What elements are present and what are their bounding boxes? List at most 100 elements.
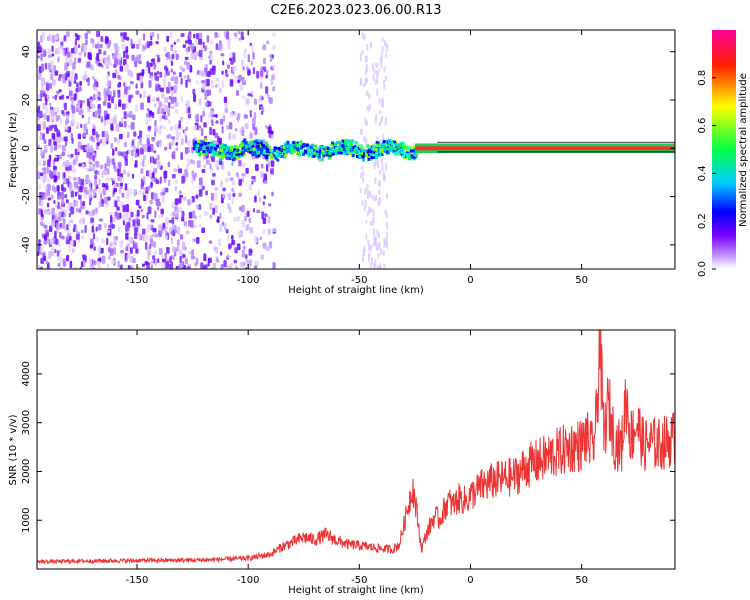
heatmap-cell bbox=[124, 86, 129, 95]
heatmap-cell bbox=[362, 149, 366, 153]
heatmap-cell bbox=[101, 64, 104, 68]
heatmap-cell bbox=[159, 125, 163, 129]
heatmap-cell bbox=[114, 200, 118, 208]
heatmap-cell bbox=[48, 154, 52, 162]
heatmap-cell bbox=[205, 146, 209, 150]
heatmap-cell bbox=[191, 177, 194, 185]
heatmap-cell bbox=[332, 149, 336, 153]
heatmap-cell bbox=[168, 102, 171, 109]
heatmap-cell bbox=[412, 145, 416, 149]
heatmap-cell bbox=[178, 197, 182, 204]
heatmap-cell bbox=[180, 32, 185, 37]
heatmap-cell bbox=[389, 145, 393, 149]
heatmap-cell bbox=[292, 141, 296, 145]
heatmap-cell bbox=[146, 41, 151, 48]
heatmap-cell bbox=[345, 147, 349, 151]
heatmap-cell bbox=[383, 144, 387, 148]
heatmap-cell bbox=[245, 225, 248, 231]
heatmap-cell bbox=[146, 61, 149, 68]
heatmap-cell bbox=[384, 139, 388, 143]
heatmap-cell bbox=[113, 57, 118, 65]
heatmap-cell bbox=[179, 194, 183, 198]
heatmap-cell bbox=[104, 95, 108, 102]
heatmap-cell bbox=[334, 148, 338, 152]
heatmap-cell bbox=[263, 180, 268, 184]
heatmap-cell bbox=[221, 198, 224, 204]
heatmap-cell bbox=[228, 122, 233, 130]
heatmap-cell bbox=[40, 90, 44, 98]
heatmap-cell bbox=[220, 264, 224, 269]
heatmap-cell bbox=[56, 185, 60, 192]
heatmap-cell bbox=[133, 131, 137, 137]
heatmap-cell bbox=[122, 151, 127, 158]
heatmap-cell bbox=[39, 218, 44, 223]
heatmap-cell bbox=[197, 140, 201, 144]
heatmap-cell bbox=[172, 151, 176, 159]
heatmap-cell bbox=[184, 40, 189, 44]
heatmap-cell bbox=[109, 211, 114, 216]
heatmap-cell bbox=[59, 222, 63, 228]
heatmap-cell bbox=[209, 143, 213, 147]
heatmap-cell bbox=[273, 146, 277, 150]
heatmap-cell bbox=[141, 263, 145, 267]
heatmap-cell bbox=[212, 153, 216, 157]
heatmap-cell bbox=[249, 132, 253, 139]
heatmap-cell bbox=[218, 153, 222, 157]
heatmap-cell bbox=[88, 116, 91, 125]
heatmap-cell bbox=[384, 117, 387, 126]
heatmap-cell bbox=[81, 114, 84, 119]
heatmap-cell bbox=[175, 135, 179, 141]
heatmap-cell bbox=[142, 175, 145, 182]
heatmap-cell bbox=[407, 145, 411, 149]
heatmap-cell bbox=[168, 179, 171, 187]
heatmap-cell bbox=[219, 158, 223, 162]
heatmap-cell bbox=[185, 135, 188, 144]
heatmap-cell bbox=[147, 137, 150, 145]
heatmap-cell bbox=[190, 220, 194, 228]
heatmap-cell bbox=[57, 136, 62, 144]
heatmap-cell bbox=[51, 185, 55, 192]
heatmap-cell bbox=[164, 146, 168, 151]
heatmap-cell bbox=[244, 141, 248, 145]
heatmap-cell bbox=[135, 83, 138, 89]
heatmap-cell bbox=[280, 154, 284, 158]
heatmap-cell bbox=[139, 75, 143, 83]
heatmap-cell bbox=[125, 232, 129, 240]
heatmap-cell bbox=[156, 206, 160, 211]
heatmap-cell bbox=[243, 153, 247, 157]
heatmap-cell bbox=[228, 192, 232, 200]
heatmap-cell bbox=[194, 51, 198, 56]
heatmap-cell bbox=[49, 60, 54, 69]
heatmap-cell bbox=[371, 147, 375, 151]
heatmap-cell bbox=[67, 51, 71, 58]
heatmap-cell bbox=[95, 207, 98, 214]
colorbar-tick-label: 0.8 bbox=[697, 70, 708, 86]
heatmap-cell bbox=[270, 156, 274, 160]
heatmap-cell bbox=[262, 57, 266, 65]
heatmap-cell bbox=[262, 242, 267, 250]
heatmap-cell bbox=[168, 96, 172, 100]
heatmap-cell bbox=[62, 179, 67, 183]
heatmap-cell bbox=[354, 146, 358, 150]
heatmap-cell bbox=[367, 157, 371, 161]
heatmap-cell bbox=[130, 211, 134, 218]
heatmap-cell bbox=[167, 52, 170, 59]
heatmap-cell bbox=[139, 93, 142, 99]
heatmap-cell bbox=[53, 165, 57, 171]
heatmap-cell bbox=[407, 153, 411, 157]
heatmap-cell bbox=[164, 217, 169, 226]
heatmap-cell bbox=[195, 114, 200, 121]
heatmap-cell bbox=[228, 132, 232, 141]
heatmap-cell bbox=[93, 174, 98, 180]
heatmap-cell bbox=[125, 192, 130, 200]
heatmap-cell bbox=[123, 120, 127, 128]
heatmap-cell bbox=[179, 255, 182, 264]
heatmap-cell bbox=[226, 147, 230, 151]
heatmap-cell bbox=[72, 61, 76, 66]
heatmap-cell bbox=[39, 73, 42, 77]
heatmap-cell bbox=[91, 222, 95, 227]
heatmap-cell bbox=[373, 150, 377, 154]
heatmap-cell bbox=[207, 113, 211, 118]
heatmap-cell bbox=[360, 128, 363, 134]
heatmap-cell bbox=[62, 144, 66, 152]
